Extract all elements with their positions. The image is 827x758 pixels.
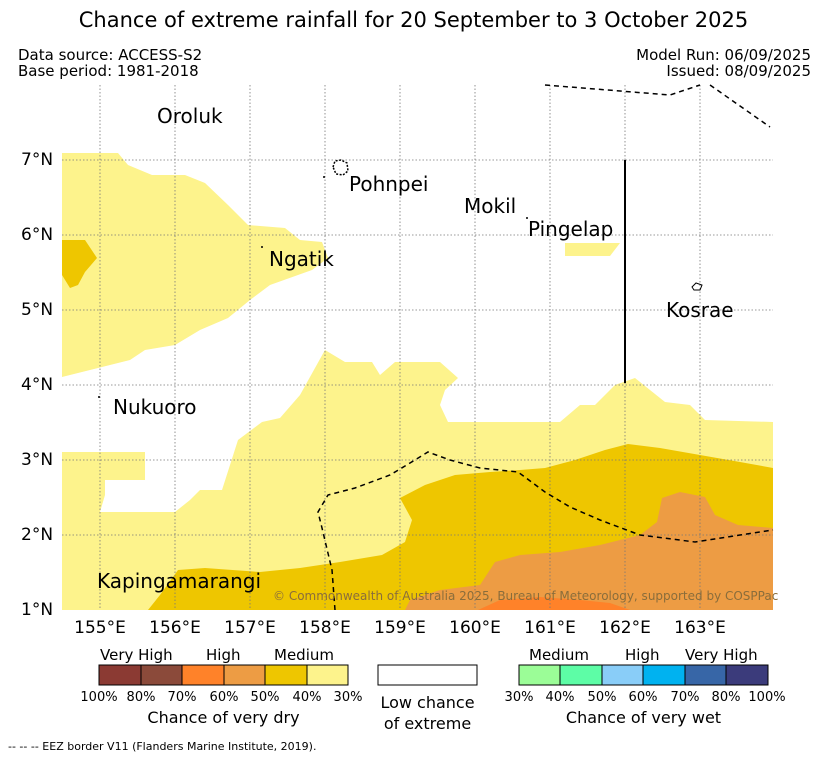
wet-swatch-80-100 [725,664,769,686]
dry-header-high: High [206,646,241,664]
wet-swatch-60-70 [642,664,686,686]
dry-pct-60: 60% [209,690,239,705]
dry-swatch-60-50 [223,664,266,686]
place-label-pohnpei: Pohnpei [349,172,429,196]
low-chance-caption-2: of extreme [383,714,472,733]
low-chance-swatch [377,664,478,686]
dry-pct-50: 50% [250,690,280,705]
wet-pct-30: 30% [504,690,534,705]
lat-tick-1n: 1°N [21,600,54,620]
eez-border [317,84,774,611]
lat-tick-3n: 3°N [21,450,54,470]
place-label-ngatik: Ngatik [269,247,334,271]
lon-tick-158e: 158°E [299,618,351,638]
base-period-label: Base period: 1981-2018 [18,62,199,80]
wet-pct-40: 40% [545,690,575,705]
place-label-oroluk: Oroluk [157,104,223,128]
place-label-mokil: Mokil [464,194,517,218]
region-dry-30-pingelap [565,243,620,256]
kosrae-island [691,282,703,291]
low-chance-caption-1: Low chance [380,693,475,712]
wet-legend-bar [518,664,769,686]
dry-header-very-high: Very High [100,646,173,664]
place-label-kapingamarangi: Kapingamarangi [97,569,262,593]
dry-pct-30: 30% [333,690,363,705]
nukuoro-dot [98,396,100,398]
wet-header-medium: Medium [529,646,589,664]
wet-pct-100: 100% [748,690,786,705]
place-label-pingelap: Pingelap [528,217,614,241]
lon-tick-155e: 155°E [74,618,126,638]
wet-header-high: High [625,646,660,664]
dry-pct-70: 70% [167,690,197,705]
place-label-nukuoro: Nukuoro [113,395,197,419]
map-title: Chance of extreme rainfall for 20 Septem… [78,8,749,32]
dry-pct-40: 40% [292,690,322,705]
wet-header-very-high: Very High [685,646,758,664]
data-source-label: Data source: ACCESS-S2 [18,46,203,64]
ngatik-dot [261,246,263,248]
lat-tick-4n: 4°N [21,375,54,395]
ant-atoll-dot [323,176,325,178]
dry-swatch-70-60 [181,664,225,686]
region-dry-60 [405,492,773,610]
place-label-kosrae: Kosrae [666,298,734,322]
wet-swatch-40-50 [559,664,603,686]
dry-pct-100: 100% [80,690,118,705]
lon-tick-157e: 157°E [224,618,276,638]
dry-swatch-100-80 [98,664,142,686]
lat-tick-6n: 6°N [21,225,54,245]
probability-shading [62,153,773,610]
dry-swatch-40-30 [306,664,349,686]
pingelap-dot [526,217,528,219]
lon-tick-161e: 161°E [524,618,576,638]
lat-tick-7n: 7°N [21,150,54,170]
eez-footnote: -- -- -- EEZ border V11 (Flanders Marine… [8,740,317,753]
issued-label: Issued: 08/09/2025 [666,62,811,80]
region-dry-70 [478,597,630,610]
wet-swatch-50-60 [601,664,644,686]
model-run-label: Model Run: 06/09/2025 [636,46,811,64]
dry-legend-bar [98,664,349,686]
dry-header-medium: Medium [274,646,334,664]
lon-tick-162e: 162°E [599,618,651,638]
wet-pct-60: 60% [628,690,658,705]
lon-tick-163e: 163°E [674,618,726,638]
lon-tick-156e: 156°E [149,618,201,638]
wet-pct-50: 50% [587,690,617,705]
region-dry-50-nw [62,240,97,288]
wet-swatch-70-80 [684,664,727,686]
dry-pct-80: 80% [126,690,156,705]
lat-tick-5n: 5°N [21,300,54,320]
lon-tick-159e: 159°E [374,618,426,638]
wet-swatch-30-40 [518,664,561,686]
lon-tick-160e: 160°E [449,618,501,638]
pohnpei-island [332,159,349,176]
dry-swatch-50-40 [264,664,308,686]
region-dry-medium-nw [62,153,328,377]
dry-caption: Chance of very dry [147,708,300,727]
wet-pct-80: 80% [711,690,741,705]
wet-pct-70: 70% [670,690,700,705]
dry-swatch-80-70 [140,664,183,686]
copyright-notice: © Commonwealth of Australia 2025, Bureau… [273,589,779,603]
wet-caption: Chance of very wet [565,708,722,727]
lat-tick-2n: 2°N [21,525,54,545]
